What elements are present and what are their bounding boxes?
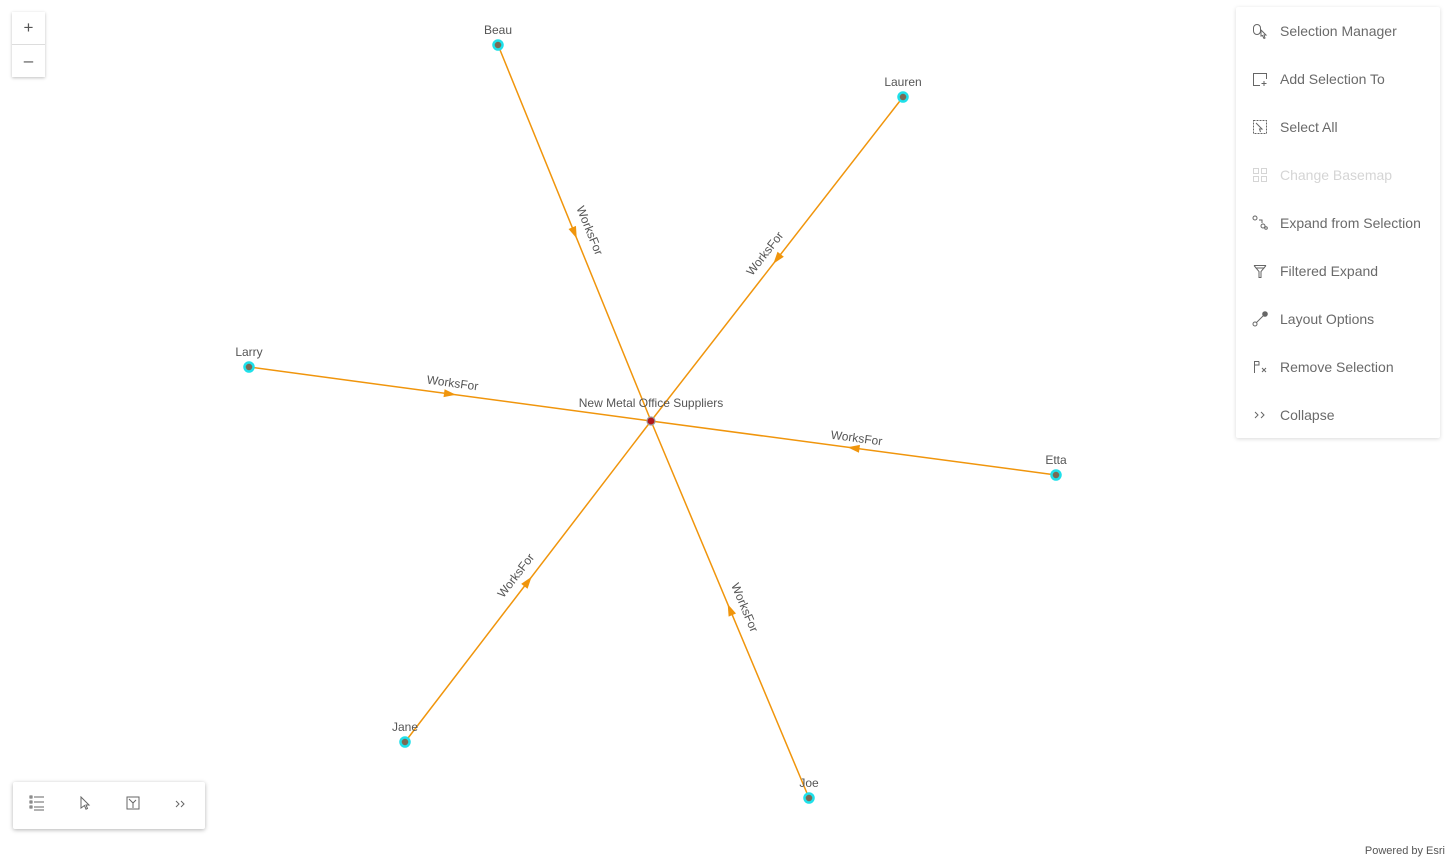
node-label[interactable]: Etta — [1045, 453, 1067, 467]
menu-label: Change Basemap — [1280, 167, 1393, 183]
edge-arrow — [568, 225, 577, 239]
menu-change-basemap: Change Basemap — [1236, 151, 1440, 199]
cursor-icon — [79, 795, 91, 815]
layout-button[interactable] — [118, 791, 148, 821]
person-node[interactable] — [803, 792, 815, 804]
menu-collapse[interactable]: Collapse — [1236, 391, 1440, 439]
person-node[interactable] — [1050, 469, 1062, 481]
menu-select-all[interactable]: Select All — [1236, 103, 1440, 151]
menu-label: Selection Manager — [1280, 23, 1397, 39]
menu-selection-manager[interactable]: Selection Manager — [1236, 7, 1440, 55]
node-label[interactable]: New Metal Office Suppliers — [579, 396, 724, 410]
menu-label: Expand from Selection — [1280, 215, 1421, 231]
edge-arrow — [521, 576, 532, 589]
layout-icon — [1252, 311, 1268, 327]
chevrons-right-icon — [174, 797, 188, 815]
zoom-in-button[interactable]: + — [23, 18, 34, 37]
select-all-icon — [1252, 119, 1268, 135]
menu-label: Remove Selection — [1280, 359, 1394, 375]
menu-label: Select All — [1280, 119, 1338, 135]
company-node[interactable] — [646, 416, 656, 426]
edge-arrow — [727, 603, 737, 617]
expand-icon — [1252, 215, 1268, 231]
menu-label: Filtered Expand — [1280, 263, 1379, 279]
basemap-icon — [1252, 167, 1268, 183]
chevrons-right-icon — [1252, 407, 1268, 423]
node-label[interactable]: Larry — [235, 345, 262, 359]
list-button[interactable] — [22, 791, 52, 821]
person-node[interactable] — [243, 361, 255, 373]
node-label[interactable]: Jane — [392, 720, 418, 734]
add-selection-icon — [1252, 71, 1268, 87]
menu-label: Add Selection To — [1280, 71, 1385, 87]
person-node[interactable] — [492, 39, 504, 51]
select-button[interactable] — [70, 791, 100, 821]
menu-label: Layout Options — [1280, 311, 1375, 327]
menu-expand-from-selection[interactable]: Expand from Selection — [1236, 199, 1440, 247]
zoom-out-button[interactable]: – — [12, 44, 45, 77]
tools-menu: Selection Manager Add Selection To Selec… — [1236, 7, 1440, 438]
zoom-control: + – — [12, 12, 45, 77]
person-node[interactable] — [399, 736, 411, 748]
edge-label: WorksFor — [728, 581, 761, 634]
node-label[interactable]: Beau — [484, 23, 512, 37]
list-icon — [29, 795, 45, 816]
menu-filtered-expand[interactable]: Filtered Expand — [1236, 247, 1440, 295]
edge-arrow — [773, 251, 784, 264]
edge-arrow — [443, 389, 456, 398]
selection-manager-icon — [1252, 23, 1268, 39]
node-label[interactable]: Lauren — [884, 75, 921, 89]
edge-label: WorksFor — [495, 551, 538, 601]
menu-label: Collapse — [1280, 407, 1335, 423]
bottom-toolbar — [13, 782, 205, 829]
remove-selection-icon — [1252, 359, 1268, 375]
layout-icon — [126, 796, 140, 815]
menu-layout-options[interactable]: Layout Options — [1236, 295, 1440, 343]
edge-label: WorksFor — [743, 229, 786, 278]
person-node[interactable] — [897, 91, 909, 103]
menu-add-selection-to[interactable]: Add Selection To — [1236, 55, 1440, 103]
edge-arrow — [847, 444, 860, 453]
esri-attribution: Powered by Esri — [1364, 845, 1445, 857]
expand-toolbar-button[interactable] — [166, 791, 196, 821]
edge-label: WorksFor — [573, 204, 605, 257]
menu-remove-selection[interactable]: Remove Selection — [1236, 343, 1440, 391]
edge-label: WorksFor — [830, 428, 883, 449]
filter-icon — [1252, 263, 1268, 279]
edge-label: WorksFor — [426, 373, 479, 394]
node-label[interactable]: Joe — [799, 776, 819, 790]
